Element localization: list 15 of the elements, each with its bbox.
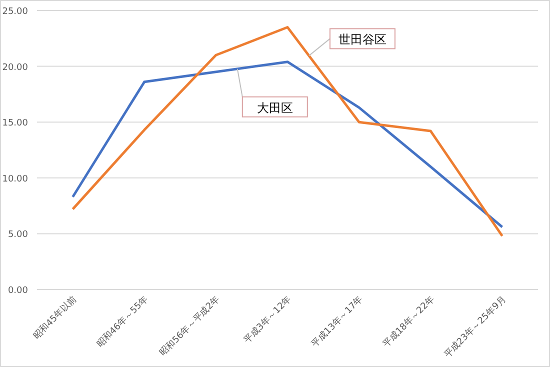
- y-tick-label: 5.00: [8, 230, 28, 240]
- x-tick-label: 平成3年～12年: [242, 294, 294, 346]
- y-tick-label: 15.00: [2, 118, 28, 129]
- x-tick-label: 平成18年～22年: [380, 294, 437, 350]
- y-tick-label: 20.00: [2, 62, 28, 73]
- y-tick-label: 0.00: [8, 286, 28, 296]
- line-series: [72, 60, 504, 228]
- x-tick-label: 昭和56年～平成2年: [158, 294, 222, 358]
- x-tick-label: 平成23年～25年9月: [442, 294, 508, 360]
- x-tick-label: 昭和46年～55年: [94, 294, 150, 350]
- x-tick-label: 平成13年～17年: [309, 294, 366, 350]
- x-tick-label: 昭和45年以前: [31, 294, 79, 342]
- y-tick-label: 25.00: [2, 7, 28, 17]
- line-series: [72, 26, 504, 238]
- y-tick-label: 10.00: [2, 174, 28, 184]
